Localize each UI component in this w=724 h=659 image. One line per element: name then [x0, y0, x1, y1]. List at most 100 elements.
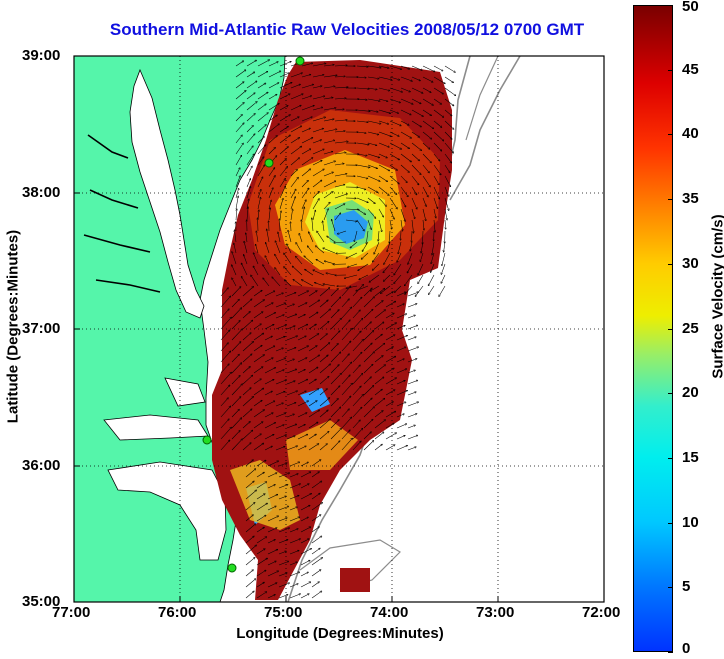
velocity-vector: [407, 325, 418, 330]
velocity-vector: [275, 315, 284, 319]
velocity-vector: [330, 352, 341, 363]
velocity-vector: [323, 75, 337, 78]
velocity-vector: [253, 355, 264, 363]
velocity-vector: [422, 109, 431, 116]
velocity-vector: [363, 309, 373, 319]
velocity-vector: [334, 87, 348, 88]
velocity-vector: [278, 463, 287, 467]
velocity-vector: [311, 536, 322, 544]
velocity-vector: [290, 158, 299, 166]
velocity-vector: [367, 109, 378, 112]
velocity-vector: [420, 252, 424, 262]
velocity-vector: [264, 324, 274, 330]
velocity-vector: [323, 119, 334, 122]
velocity-vector: [267, 561, 276, 566]
velocity-vector: [236, 209, 237, 221]
velocity-vector: [287, 244, 292, 254]
velocity-vector: [350, 241, 358, 248]
velocity-vector: [275, 348, 283, 352]
velocity-vector: [367, 76, 379, 79]
velocity-vector: [256, 482, 267, 489]
velocity-vector: [312, 117, 325, 122]
velocity-vector: [389, 230, 390, 243]
velocity-vector: [363, 322, 371, 330]
velocity-vector: [323, 248, 336, 254]
velocity-vector: [341, 362, 352, 374]
velocity-vector: [311, 527, 319, 533]
velocity-vector: [383, 263, 391, 273]
velocity-vector: [422, 219, 424, 230]
velocity-vector: [444, 142, 453, 153]
velocity-vector: [275, 435, 286, 440]
velocity-vector: [242, 312, 250, 319]
velocity-vector: [372, 252, 380, 262]
velocity-vector: [308, 346, 317, 352]
velocity-vector: [330, 297, 341, 308]
velocity-vector: [235, 61, 243, 67]
velocity-vector: [378, 164, 390, 171]
velocity-vector: [407, 380, 418, 385]
velocity-vector: [278, 473, 289, 478]
velocity-vector: [411, 197, 417, 209]
velocity-vector: [246, 126, 253, 133]
velocity-vector: [302, 280, 314, 287]
velocity-vector: [267, 229, 270, 243]
velocity-vector: [378, 120, 389, 124]
velocity-vector: [231, 342, 241, 352]
colorbar-tick-label: 35: [682, 190, 699, 208]
velocity-vector: [231, 308, 242, 319]
velocity-vector: [352, 441, 361, 451]
velocity-vector: [407, 447, 416, 451]
velocity-vector: [352, 297, 362, 308]
velocity-vector: [323, 209, 328, 221]
velocity-vector: [367, 153, 379, 158]
velocity-vector: [383, 274, 391, 281]
velocity-vector: [290, 73, 302, 78]
velocity-vector: [253, 300, 264, 308]
velocity-vector: [275, 293, 283, 297]
velocity-vector: [279, 179, 285, 188]
velocity-vector: [257, 113, 268, 122]
land-mass: [74, 56, 286, 602]
velocity-vector: [385, 323, 396, 330]
velocity-vector: [256, 558, 267, 566]
velocity-vector: [389, 131, 399, 136]
velocity-vector: [235, 196, 238, 210]
velocity-vector: [396, 402, 406, 407]
velocity-vector: [330, 318, 341, 330]
velocity-vector: [267, 516, 278, 522]
velocity-vector: [297, 336, 306, 341]
velocity-vector: [245, 503, 255, 511]
velocity-vector: [267, 494, 278, 500]
velocity-vector: [251, 275, 259, 287]
velocity-vector: [422, 98, 433, 105]
velocity-vector: [378, 175, 387, 181]
velocity-vector: [232, 265, 237, 276]
velocity-vector: [297, 303, 307, 308]
velocity-vector: [289, 562, 297, 566]
velocity-vector: [275, 403, 283, 407]
velocity-vector: [363, 432, 371, 440]
velocity-vector: [246, 154, 254, 166]
velocity-vector: [363, 441, 374, 451]
velocity-vector: [341, 383, 352, 396]
velocity-vector: [411, 98, 421, 104]
velocity-vector: [407, 263, 413, 273]
velocity-vector: [398, 241, 402, 254]
velocity-vector: [268, 176, 275, 188]
velocity-vector: [359, 274, 369, 279]
velocity-vector: [369, 274, 380, 282]
velocity-vector: [341, 307, 352, 319]
velocity-vector: [433, 153, 440, 161]
velocity-vector: [352, 310, 360, 319]
velocity-vector: [311, 558, 322, 566]
velocity-vector: [278, 485, 288, 489]
velocity-vector: [323, 152, 333, 155]
velocity-vector: [220, 317, 231, 330]
velocity-vector: [301, 63, 313, 67]
velocity-vector: [378, 98, 388, 101]
velocity-vector: [300, 594, 309, 599]
velocity-vector: [220, 372, 231, 385]
velocity-vector: [352, 285, 363, 297]
velocity-vector: [389, 98, 400, 103]
